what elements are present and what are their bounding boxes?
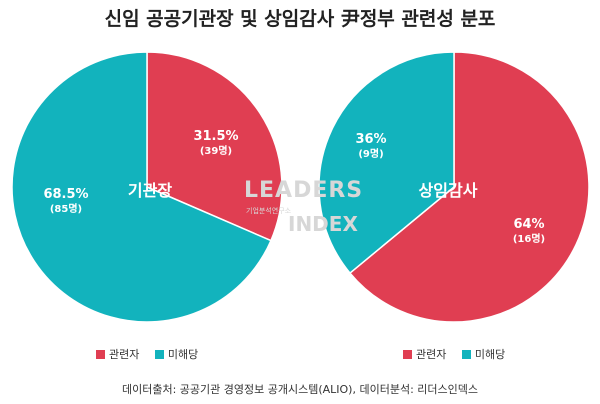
slice-count-label-1-1: (9명)	[358, 147, 383, 160]
slice-percent-label-1-0: 64%	[513, 217, 544, 232]
leaders-index-watermark: LEADERS 기업분석연구소 INDEX	[244, 178, 362, 238]
slice-count-label-0-0: (39명)	[200, 144, 232, 157]
legend-label: 관련자	[416, 348, 447, 361]
slice-count-label-1-0: (16명)	[513, 232, 545, 245]
legend-swatch-related	[96, 350, 105, 359]
chart-title: 신임 공공기관장 및 상임감사 尹정부 관련성 분포	[104, 8, 496, 30]
pie-slice-0-0	[146, 51, 283, 242]
legend-label: 미해당	[474, 348, 506, 361]
legend-swatch-unrelated	[461, 350, 471, 359]
watermark-sub: 기업분석연구소	[246, 207, 292, 215]
legend-item-unrelated: 미해당	[154, 346, 199, 362]
pie-slice-0-1	[11, 51, 272, 323]
legend-right: 관련자 미해당	[403, 346, 517, 362]
slice-count-label-0-1: (85명)	[50, 202, 82, 215]
legend-label: 미해당	[167, 348, 199, 361]
legend-item-related: 관련자	[403, 346, 446, 362]
pie-slice-1-1	[318, 51, 455, 275]
legend-item-unrelated: 미해당	[461, 346, 506, 362]
pie-slice-1-0	[348, 51, 590, 323]
legend-swatch-related	[403, 350, 412, 359]
pie-center-label-0: 기관장	[128, 181, 172, 200]
legend-item-related: 관련자	[96, 346, 139, 362]
slice-percent-label-0-1: 68.5%	[43, 187, 88, 202]
legend-left: 관련자 미해당	[96, 346, 210, 362]
pie-center-label-1: 상임감사	[419, 181, 478, 200]
source-footer: 데이터출처: 공공기관 경영정보 공개시스템(ALIO), 데이터분석: 리더스…	[121, 383, 478, 396]
slice-percent-label-0-0: 31.5%	[193, 129, 238, 144]
legend-swatch-unrelated	[154, 350, 164, 359]
watermark-line2: INDEX	[288, 212, 358, 236]
slice-percent-label-1-1: 36%	[355, 132, 386, 147]
watermark-line1: LEADERS	[244, 178, 364, 203]
legend-label: 관련자	[109, 348, 140, 361]
